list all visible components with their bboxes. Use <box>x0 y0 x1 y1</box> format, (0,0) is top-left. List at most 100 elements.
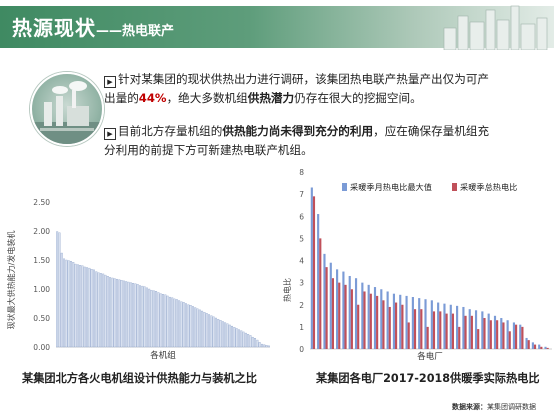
chart-right-ytick: 7 <box>299 190 304 199</box>
chart-left-bar <box>118 279 121 348</box>
chart-left-bar <box>242 331 245 348</box>
legend-label-total: 采暖季总热电比 <box>460 182 517 192</box>
chart-left-bar <box>217 318 220 348</box>
chart-right-bar-total <box>477 329 480 349</box>
chart-right-bar-max <box>519 324 522 349</box>
chart-left-bar <box>235 328 238 348</box>
chart-right-bar-total <box>515 324 518 349</box>
chart-left-bar <box>226 323 229 348</box>
chart-left-bar <box>196 308 199 348</box>
chart-left-bar <box>194 307 197 348</box>
chart-left-bar <box>240 330 243 348</box>
chart-left-bar <box>109 277 112 348</box>
chart-right-bar-max <box>310 187 313 349</box>
chart-right-bar-total <box>458 326 461 350</box>
chart-right-caption: 某集团各电厂2017-2018供暖季实际热电比 <box>316 372 540 385</box>
bullet-arrow-icon: ▶ <box>104 128 116 140</box>
chart-left-bar <box>219 320 222 348</box>
chart-right-bar-max <box>348 275 351 349</box>
chart-left-bar <box>145 287 148 348</box>
chart-left-bar <box>263 344 266 348</box>
legend-swatch-total <box>452 183 457 191</box>
chart-right-bar-total <box>363 291 366 349</box>
chart-left-bar <box>99 273 102 348</box>
chart-left-bar <box>249 335 252 348</box>
chart-right-bar-max <box>424 299 427 349</box>
chart-right-bar-max <box>525 337 528 349</box>
chart-right-bar-max <box>544 346 547 349</box>
chart-right-bar-max <box>474 310 478 349</box>
chart-left-bar <box>173 298 176 348</box>
chart-right-bar-total <box>388 306 391 349</box>
chart-left-bar <box>69 260 72 348</box>
chart-left-bar <box>254 338 257 348</box>
chart-right-bar-total <box>319 238 322 350</box>
chart-right-bar-total <box>508 331 511 349</box>
bullet-1: ▶ 针对某集团的现状供热出力进行调研，该集团热电联产热量产出仅为可产出量的44%，… <box>104 70 500 108</box>
chart-right-bar-total <box>496 320 499 349</box>
chart-right-bar-max <box>512 322 516 349</box>
chart-right-bar-max <box>462 306 465 349</box>
chart-right-ytick: 5 <box>299 234 304 243</box>
chart-right-ylabel: 热电比 <box>282 278 292 302</box>
header-banner: 热源现状——热电联产 <box>0 0 554 52</box>
chart-right-bar-total <box>338 282 341 350</box>
bullet-arrow-icon: ▶ <box>104 76 116 88</box>
chart-left-bar <box>111 277 114 348</box>
chart-left-bar <box>106 276 109 348</box>
chart-right-bar-max <box>317 214 320 349</box>
chart-right-bar-total <box>357 304 360 349</box>
chart-left-bar <box>139 285 141 348</box>
chart-left-bar <box>127 281 130 348</box>
legend-label-max: 采暖季月热电比最大值 <box>350 182 432 192</box>
chart-right-bar-total <box>527 340 530 349</box>
chart-right-bar-total <box>533 344 537 349</box>
title-subtitle: ——热电联产 <box>96 24 175 39</box>
chart-left-bar <box>143 286 146 348</box>
chart-left-bar <box>178 300 181 348</box>
chart-right-bar-total <box>331 278 334 349</box>
bullet-1-bold: 供热潜力 <box>247 91 295 105</box>
chart-left-bar <box>260 343 263 348</box>
chart-left-ytick: 0.50 <box>33 314 50 323</box>
chart-left-bar <box>164 294 167 348</box>
chart-left-bar <box>221 321 224 348</box>
chart-right-bar-total <box>502 322 505 349</box>
chart-right-bar-total <box>489 320 492 349</box>
chart-right-xlabel: 各电厂 <box>417 351 443 362</box>
chart-left-bar <box>141 285 144 348</box>
chart-right-bar-total <box>413 309 417 349</box>
source-text: 某集团调研数据 <box>487 403 536 411</box>
chart-right-bar-max <box>399 294 402 349</box>
chart-left-ytick: 1.50 <box>33 256 50 265</box>
chart-left-xlabel: 各机组 <box>150 350 176 361</box>
chart-left-bar <box>251 336 254 348</box>
chart-left-caption: 某集团北方各火电机组设计供热能力与装机之比 <box>22 372 257 385</box>
chart-left-bar <box>258 342 261 348</box>
chart-right-bar-total <box>325 267 328 349</box>
chart-left-ylabel: 现状最大供热能力/发电装机 <box>6 231 16 330</box>
chart-left-bar <box>175 299 178 348</box>
chart-left-bar <box>74 263 77 348</box>
bullet-1-text-c: 仍存在很大的挖掘空间。 <box>294 91 422 105</box>
chart-left-bar <box>120 280 123 348</box>
chart-left-bar <box>63 258 66 348</box>
chart-right-ytick: 4 <box>299 257 304 266</box>
chart-left-bar <box>134 283 137 348</box>
power-plant-illustration <box>30 72 104 146</box>
chart-left-bar <box>224 322 227 348</box>
chart-right-bar-max <box>354 278 358 349</box>
chart-right-bar-total <box>521 326 524 350</box>
chart-right-bar-max <box>418 298 421 349</box>
chart-left-bar <box>122 280 125 348</box>
chart-left-bar <box>125 281 128 348</box>
title-main: 热源现状 <box>12 16 96 40</box>
chart-left-bar <box>104 274 107 348</box>
bullet-1-percent: 44% <box>138 91 167 105</box>
chart-right-ytick: 6 <box>299 212 304 221</box>
bullet-2: ▶ 目前北方存量机组的供热能力尚未得到充分的利用，应在确保存量机组充分利用的前提下… <box>104 122 500 160</box>
chart-left-bar <box>159 293 162 348</box>
chart-left-bar <box>132 283 135 348</box>
chart-left-bar <box>212 316 215 348</box>
chart-right-bar-max <box>481 311 484 349</box>
